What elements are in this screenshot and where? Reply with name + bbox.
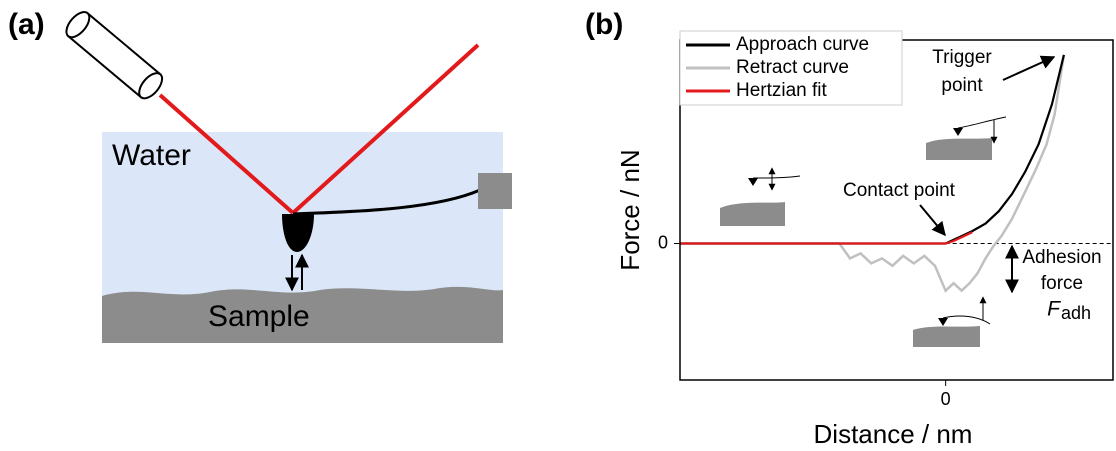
annotation: force [1041, 273, 1083, 294]
panel-label: (a) [8, 8, 45, 41]
annotation: Contact point [843, 180, 956, 201]
laser [62, 8, 166, 102]
water-label: Water [112, 139, 191, 172]
contact-arrow [920, 205, 945, 235]
panel-label: (b) [585, 8, 623, 41]
trigger-arrow [1003, 57, 1054, 80]
figure: (a) Water Sample (b) Distance / nm Force… [0, 0, 1116, 451]
sample-label: Sample [208, 300, 310, 333]
curve [680, 232, 972, 243]
y-axis-label: Force / nN [615, 149, 645, 270]
x-tick-label: 0 [941, 389, 951, 409]
icon-adhesion [913, 297, 990, 347]
legend-label: Hertzian fit [736, 80, 828, 101]
legend-label: Approach curve [736, 34, 869, 55]
holder [478, 173, 512, 209]
icon-free [720, 168, 800, 226]
annotation: Trigger [932, 47, 992, 68]
y-tick-label: 0 [658, 232, 668, 252]
icon-trigger [926, 117, 1006, 160]
annotation: Adhesion [1022, 247, 1101, 268]
annotation-symbol: F [1047, 298, 1061, 321]
annotation: point [941, 75, 983, 96]
x-axis-label: Distance / nm [814, 419, 973, 449]
legend-label: Retract curve [736, 57, 849, 78]
annotation-subscript: adh [1061, 303, 1091, 323]
